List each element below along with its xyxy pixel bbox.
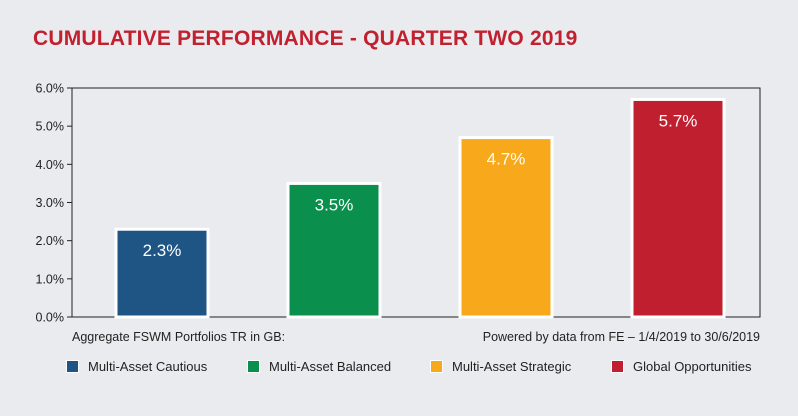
legend-item-global: Global Opportunities xyxy=(611,359,752,374)
bar-value-label-1: 2.3% xyxy=(143,241,182,260)
bar-3 xyxy=(458,136,554,319)
legend-item-balanced: Multi-Asset Balanced xyxy=(247,359,391,374)
legend-label-strategic: Multi-Asset Strategic xyxy=(452,359,572,374)
legend-label-balanced: Multi-Asset Balanced xyxy=(269,359,392,374)
y-tick-label: 1.0% xyxy=(36,272,65,286)
bar-chart: 0.0% 1.0% 2.0% 3.0% 4.0% 5.0% 6.0% 2.3% 3.5% 4.7… xyxy=(36,82,761,325)
y-tick-label: 6.0% xyxy=(36,82,65,96)
legend-swatch-strategic xyxy=(430,360,443,373)
source-note-right: Powered by data from FE – 1/4/2019 to 30… xyxy=(482,330,760,344)
y-tick-label: 2.0% xyxy=(36,234,65,248)
y-tick-label: 4.0% xyxy=(36,158,65,172)
legend-item-cautious: Multi-Asset Cautious xyxy=(66,359,207,374)
bar-1 xyxy=(114,227,210,319)
legend-label-cautious: Multi-Asset Cautious xyxy=(88,359,208,374)
source-note-left: Aggregate FSWM Portfolios TR in GB: xyxy=(72,330,286,344)
bar-value-label-2: 3.5% xyxy=(315,195,354,214)
y-tick-label: 0.0% xyxy=(36,311,65,325)
legend-item-strategic: Multi-Asset Strategic xyxy=(430,359,571,374)
chart-title: CUMULATIVE PERFORMANCE - QUARTER TWO 201… xyxy=(33,27,578,50)
bar-2 xyxy=(286,181,382,319)
legend-swatch-cautious xyxy=(66,360,79,373)
legend: Multi-Asset Cautious Multi-Asset Balance… xyxy=(0,359,798,379)
y-tick-label: 3.0% xyxy=(36,196,65,210)
legend-swatch-balanced xyxy=(247,360,260,373)
bar-value-label-3: 4.7% xyxy=(487,150,526,169)
legend-label-global: Global Opportunities xyxy=(633,359,752,374)
bar-4 xyxy=(630,97,726,319)
y-tick-label: 5.0% xyxy=(36,120,65,134)
bar-value-label-4: 5.7% xyxy=(659,111,698,130)
legend-swatch-global xyxy=(611,360,624,373)
y-axis: 0.0% 1.0% 2.0% 3.0% 4.0% 5.0% 6.0% xyxy=(36,82,72,325)
bars: 2.3% 3.5% 4.7% 5.7% xyxy=(114,97,726,319)
